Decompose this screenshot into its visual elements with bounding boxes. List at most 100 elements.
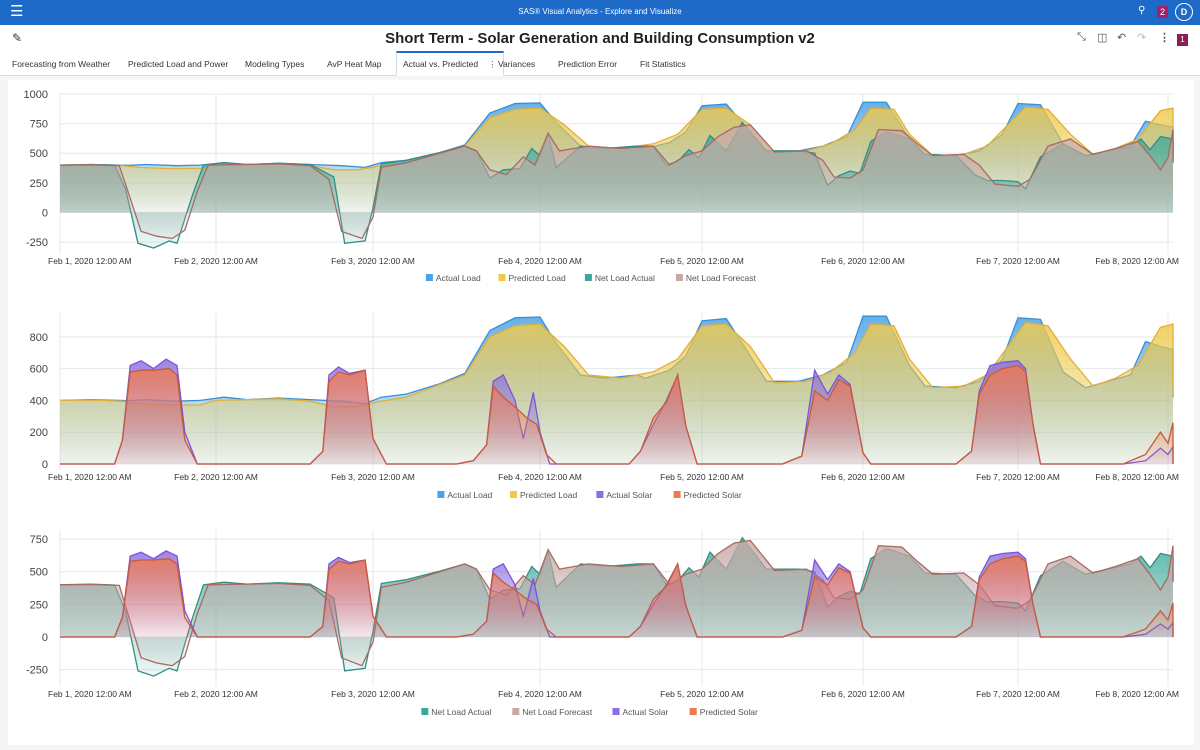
redo-icon[interactable]: ↷ — [1137, 32, 1147, 44]
line-predicted-solar[interactable] — [60, 364, 1174, 465]
page-title: Short Term - Solar Generation and Buildi… — [385, 30, 815, 47]
tab-avp-heat-map[interactable]: AvP Heat Map — [327, 59, 382, 69]
x-tick-label: Feb 7, 2020 12:00 AM — [976, 689, 1060, 699]
tab-actual-vs-predicted-label: Actual vs. Predicted — [403, 59, 479, 69]
x-tick-label: Feb 4, 2020 12:00 AM — [498, 472, 582, 482]
line-net-load-forecast[interactable] — [59, 124, 1174, 240]
line-predicted-solar[interactable] — [60, 555, 1174, 638]
search-icon[interactable]: ⚲ — [1138, 5, 1146, 16]
legend-label-actual-load[interactable]: Actual Load — [447, 490, 492, 500]
y-tick-label: 400 — [30, 395, 48, 407]
y-tick-label: 500 — [30, 567, 48, 579]
legend-label-actual-solar[interactable]: Actual Solar — [606, 490, 652, 500]
line-predicted-load[interactable] — [59, 321, 1174, 408]
app-title: SAS® Visual Analytics - Explore and Visu… — [518, 7, 682, 16]
x-tick-label: Feb 6, 2020 12:00 AM — [821, 472, 905, 482]
tab-predicted-load-and-power[interactable]: Predicted Load and Power — [128, 59, 229, 69]
y-tick-label: -250 — [26, 237, 48, 249]
y-tick-label: 600 — [30, 364, 48, 376]
legend-label-actual-load[interactable]: Actual Load — [436, 273, 481, 283]
y-tick-label: 200 — [30, 427, 48, 439]
y-tick-label: 250 — [30, 599, 48, 611]
edit-pencil-icon[interactable]: ✎ — [12, 31, 23, 45]
x-tick-label: Feb 2, 2020 12:00 AM — [174, 689, 258, 699]
tab-prediction-error[interactable]: Prediction Error — [558, 59, 618, 69]
x-tick-label: Feb 6, 2020 12:00 AM — [821, 256, 905, 266]
legend-swatch-net-load-actual — [584, 274, 592, 281]
y-tick-label: 250 — [30, 178, 48, 190]
app-bar: ☰ SAS® Visual Analytics - Explore and Vi… — [0, 0, 1200, 25]
legend-swatch-actual-solar — [596, 491, 604, 498]
chart-1: -250 0 250 500 750 1000 Feb 1, 2020 12:00 AM Fe… — [24, 89, 1179, 283]
panel-icon[interactable]: ◫ — [1097, 32, 1108, 44]
avatar[interactable]: D — [1175, 3, 1193, 21]
legend-label-predicted-solar[interactable]: Predicted Solar — [700, 707, 758, 717]
y-tick-label: 0 — [42, 459, 48, 471]
legend-label-actual-solar[interactable]: Actual Solar — [623, 707, 669, 717]
legend-swatch-predicted-solar — [689, 708, 697, 715]
y-tick-label: 750 — [30, 119, 48, 131]
y-tick-label: 750 — [30, 534, 48, 546]
legend-label-net-load-forecast[interactable]: Net Load Forecast — [522, 707, 593, 717]
x-tick-label: Feb 7, 2020 12:00 AM — [976, 256, 1060, 266]
y-tick-label: -250 — [26, 665, 48, 677]
page-badge: 1 — [1177, 34, 1188, 46]
legend-label-predicted-solar[interactable]: Predicted Solar — [684, 490, 742, 500]
tab-actual-vs-predicted[interactable]: Actual vs. Predicted ⋮ — [396, 51, 504, 76]
legend-swatch-net-load-forecast — [512, 708, 520, 715]
tab-menu-icon[interactable]: ⋮ — [488, 59, 497, 69]
charts-svg: -250 0 250 500 750 1000 Feb 1, 2020 12:00 AM Fe… — [24, 89, 1179, 717]
area-predicted-solar[interactable] — [60, 556, 1173, 637]
notification-badge[interactable]: 2 — [1157, 6, 1168, 18]
y-tick-label: 800 — [30, 332, 48, 344]
y-tick-label: 0 — [42, 207, 48, 219]
legend-swatch-predicted-load — [510, 491, 517, 498]
x-tick-label: Feb 8, 2020 12:00 AM — [1095, 256, 1179, 266]
tab-bar: Forecasting from Weather Predicted Load … — [0, 51, 1200, 76]
hamburger-menu-icon[interactable]: ☰ — [10, 3, 24, 20]
legend-swatch-predicted-solar — [673, 491, 681, 498]
x-tick-label: Feb 1, 2020 12:00 AM — [48, 472, 132, 482]
chart-2: 0 200 400 600 800 Feb 1, 2020 12:00 AM Feb 2, … — [30, 313, 1179, 500]
x-tick-label: Feb 8, 2020 12:00 AM — [1095, 472, 1179, 482]
legend-label-predicted-load[interactable]: Predicted Load — [509, 273, 566, 283]
tab-variances[interactable]: Variances — [498, 59, 536, 69]
report-canvas: -250 0 250 500 750 1000 Feb 1, 2020 12:00 AM Fe… — [8, 80, 1194, 745]
x-tick-label: Feb 5, 2020 12:00 AM — [660, 256, 744, 266]
area-net-load-forecast[interactable] — [60, 124, 1173, 239]
x-tick-label: Feb 8, 2020 12:00 AM — [1095, 689, 1179, 699]
legend-label-net-load-forecast[interactable]: Net Load Forecast — [686, 273, 757, 283]
legend-swatch-actual-load — [437, 491, 445, 498]
legend-label-net-load-actual[interactable]: Net Load Actual — [431, 707, 491, 717]
x-tick-label: Feb 5, 2020 12:00 AM — [660, 689, 744, 699]
legend-swatch-net-load-actual — [421, 708, 429, 715]
legend-swatch-predicted-load — [498, 274, 506, 281]
more-options-icon[interactable]: ⋮ — [1159, 32, 1170, 44]
x-tick-label: Feb 1, 2020 12:00 AM — [48, 689, 132, 699]
y-tick-label: 1000 — [24, 89, 48, 101]
report-header: ✎ Short Term - Solar Generation and Buil… — [0, 25, 1200, 52]
tab-fit-statistics[interactable]: Fit Statistics — [640, 59, 686, 69]
x-tick-label: Feb 3, 2020 12:00 AM — [331, 689, 415, 699]
legend-label-net-load-actual[interactable]: Net Load Actual — [595, 273, 655, 283]
x-tick-label: Feb 2, 2020 12:00 AM — [174, 472, 258, 482]
legend-label-predicted-load[interactable]: Predicted Load — [520, 490, 577, 500]
legend-swatch-net-load-forecast — [675, 274, 683, 281]
y-tick-label: 500 — [30, 148, 48, 160]
area-net-load-forecast[interactable] — [60, 540, 1173, 666]
chart-3: -250 0 250 500 750 Feb 1, 2020 12:00 AM Feb 2,… — [26, 530, 1179, 717]
x-tick-label: Feb 1, 2020 12:00 AM — [48, 256, 132, 266]
tab-modeling-types[interactable]: Modeling Types — [245, 59, 305, 69]
legend-swatch-actual-load — [425, 274, 433, 281]
undo-icon[interactable]: ↶ — [1117, 32, 1127, 44]
y-tick-label: 0 — [42, 632, 48, 644]
x-tick-label: Feb 3, 2020 12:00 AM — [331, 256, 415, 266]
tab-forecasting-from-weather[interactable]: Forecasting from Weather — [12, 59, 111, 69]
maximize-icon[interactable]: ⤡ — [1077, 31, 1086, 43]
x-tick-label: Feb 7, 2020 12:00 AM — [976, 472, 1060, 482]
area-predicted-solar[interactable] — [60, 365, 1173, 465]
x-tick-label: Feb 6, 2020 12:00 AM — [821, 689, 905, 699]
x-tick-label: Feb 4, 2020 12:00 AM — [498, 689, 582, 699]
x-tick-label: Feb 3, 2020 12:00 AM — [331, 472, 415, 482]
legend-swatch-actual-solar — [612, 708, 620, 715]
